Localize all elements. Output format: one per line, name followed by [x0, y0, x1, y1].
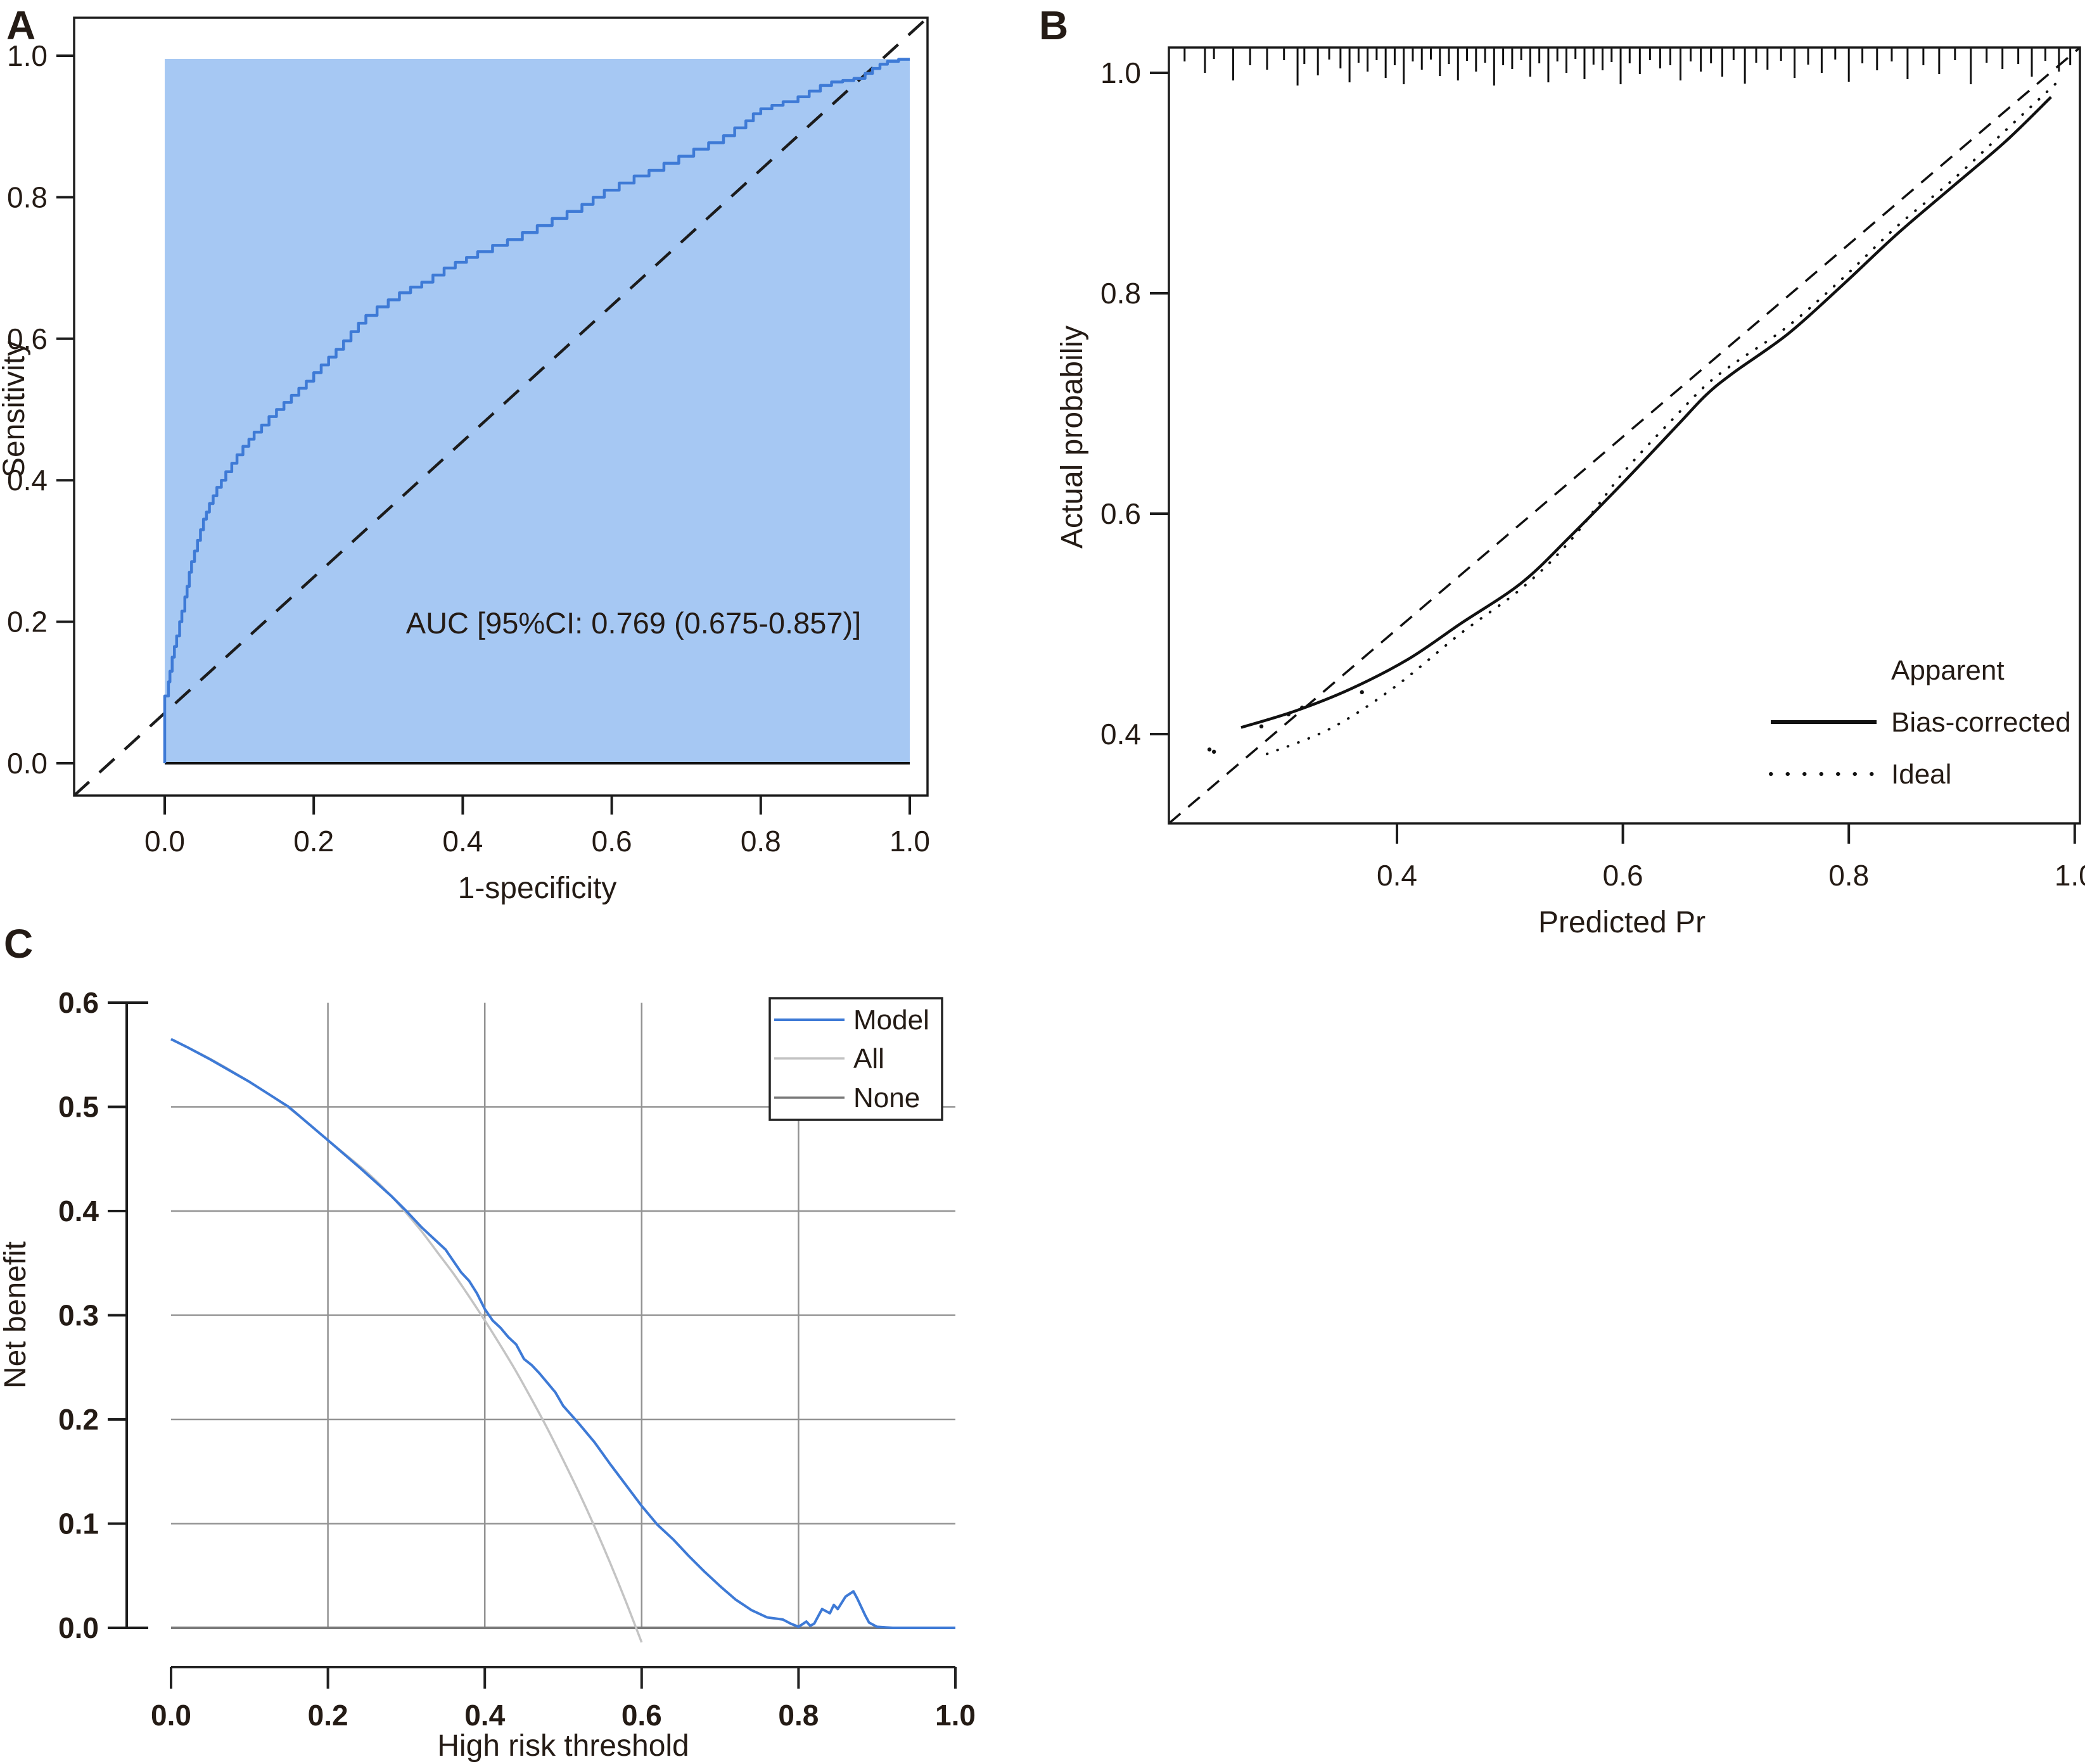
panel-a-x-tick-label: 0.8 — [741, 825, 781, 858]
panel-b-frame — [1168, 46, 2081, 825]
panel-b-letter: B — [1039, 3, 1068, 48]
panel-c-y-tick-label: 0.0 — [58, 1611, 99, 1644]
panel-c-y-tick-label: 0.3 — [58, 1299, 99, 1332]
panel-c-y-tick-label: 0.6 — [58, 986, 99, 1019]
panel-b-y-tick-label: 0.4 — [1100, 718, 1141, 751]
panel-b-x-tick-label: 0.6 — [1603, 859, 1643, 892]
calibration-apparent-line — [1265, 81, 2058, 756]
panel-a-x-tick-label: 0.0 — [144, 825, 185, 858]
panel-c-x-tick-label: 0.2 — [308, 1699, 348, 1732]
panel-a-x-tick-label: 0.6 — [592, 825, 632, 858]
panel-a-letter: A — [6, 3, 35, 48]
panel-c-x-axis-title: High risk threshold — [437, 1729, 689, 1763]
panel-c-letter: C — [4, 921, 33, 967]
panel-a-auc-annotation: AUC [95%CI: 0.769 (0.675-0.857)] — [406, 606, 861, 640]
panel-c-legend-none: None — [853, 1082, 920, 1114]
panel-b-x-tick-label: 0.8 — [1828, 859, 1869, 892]
calibration-apparent-dot — [1360, 690, 1364, 695]
panel-c-x-tick-label: 0.6 — [622, 1699, 662, 1732]
panel-a-roc-chart: 0.0 0.2 0.4 0.6 0.8 1.0 0.0 0.2 0.4 0.6 0.8 1.0 — [7, 16, 930, 858]
panel-b-legend-ideal: Ideal — [1891, 759, 1951, 790]
calibration-bias-corrected-line — [1240, 96, 2052, 729]
panel-a-y-tick-label: 0.4 — [7, 464, 48, 497]
panel-c-x-tick-label: 1.0 — [935, 1699, 976, 1732]
panel-c-y-axis-title: Net benefit — [0, 1241, 32, 1388]
roc-reference-diagonal — [73, 16, 929, 797]
panel-b-y-tick-label: 0.8 — [1100, 277, 1141, 310]
roc-auc-shaded-region — [165, 59, 910, 763]
panel-c-decision-chart: 0.6 0.5 0.4 0.3 0.2 0.1 0.0 0.0 0.2 0.4 0.6 0.8 1.0 — [58, 986, 976, 1732]
panel-b-y-tick-label: 1.0 — [1100, 56, 1141, 89]
panel-b-y-tick-label: 0.6 — [1100, 497, 1141, 530]
panel-c-y-tick-label: 0.5 — [58, 1091, 99, 1124]
calibration-apparent-dot — [1211, 749, 1216, 754]
calibration-ideal-line — [1168, 46, 2081, 825]
panel-c-x-tick-label: 0.4 — [464, 1699, 505, 1732]
calibration-apparent-dot — [1207, 747, 1212, 752]
panel-b-x-tick-label: 0.4 — [1377, 859, 1417, 892]
decision-all-line — [170, 1038, 643, 1643]
panel-b-legend-apparent: Apparent — [1891, 655, 2005, 686]
panel-c-y-tick-label: 0.2 — [58, 1403, 99, 1436]
panel-a-y-tick-label: 0.6 — [7, 322, 48, 355]
panel-b-y-axis-title: Actual probabiliy — [1055, 326, 1089, 549]
calibration-apparent-dot — [1259, 724, 1264, 729]
panel-a-x-tick-label: 1.0 — [889, 825, 930, 858]
panel-a-frame — [73, 16, 929, 797]
panel-c-legend-model: Model — [853, 1005, 929, 1036]
panel-c-y-tick-label: 0.1 — [58, 1507, 99, 1540]
panel-c-legend-all: All — [853, 1043, 884, 1074]
panel-a-y-tick-label: 0.0 — [7, 747, 48, 780]
panel-a-y-tick-label: 0.2 — [7, 606, 48, 638]
panel-a-y-axis-title: Sensitivity — [0, 341, 31, 478]
panel-c-x-tick-label: 0.0 — [151, 1699, 191, 1732]
panel-a-y-tick-label: 1.0 — [7, 39, 48, 72]
panel-a-x-tick-label: 0.2 — [293, 825, 334, 858]
panel-b-x-axis-title: Predicted Pr — [1538, 906, 1706, 939]
panel-c-x-tick-label: 0.8 — [778, 1699, 819, 1732]
panel-c-y-tick-label: 0.4 — [58, 1195, 99, 1228]
panel-a-x-tick-label: 0.4 — [442, 825, 483, 858]
roc-curve-line — [163, 58, 910, 763]
panel-b-x-tick-label: 1.0 — [2055, 859, 2085, 892]
panel-a-x-axis-title: 1-specificity — [458, 872, 617, 905]
panel-b-calibration-chart: 0.4 0.6 0.8 1.0 1.0 0.8 0.6 0.4 — [1100, 46, 2085, 892]
panel-b-legend-bias-corrected: Bias-corrected — [1891, 707, 2071, 738]
panel-a-y-tick-label: 0.8 — [7, 181, 48, 213]
decision-model-line — [170, 1037, 955, 1629]
